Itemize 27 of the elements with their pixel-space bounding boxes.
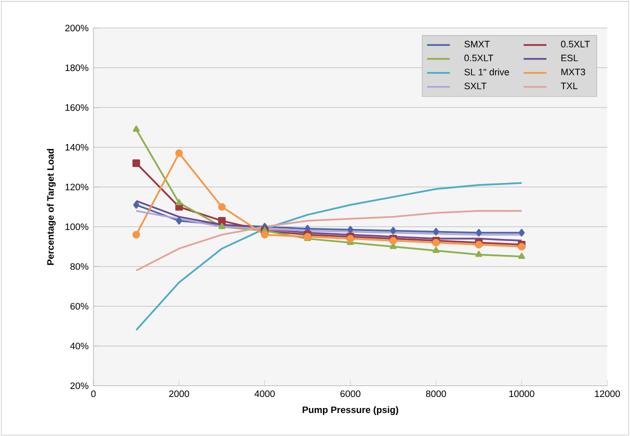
x-tick-label: 10000 bbox=[509, 390, 534, 397]
x-tick-label: 8000 bbox=[426, 390, 446, 397]
y-tick-label: 80% bbox=[70, 262, 88, 270]
y-tick-label: 120% bbox=[66, 183, 88, 190]
x-tick-label: 2000 bbox=[169, 390, 190, 397]
x-tick-label: 4000 bbox=[254, 390, 275, 397]
y-tick-label: 40% bbox=[70, 342, 88, 350]
legend-label: SXLT bbox=[464, 82, 487, 90]
y-tick-label: 200% bbox=[65, 24, 88, 32]
legend-label: MXT3 bbox=[561, 68, 586, 76]
y-tick-label: 160% bbox=[66, 104, 88, 111]
y-axis-title: Percentage of Target Load bbox=[46, 148, 56, 265]
x-axis-title: Pump Pressure (psig) bbox=[302, 406, 398, 415]
x-tick-label: 0 bbox=[91, 390, 96, 397]
legend-label: 0.5XLT bbox=[561, 40, 590, 48]
y-tick-label: 140% bbox=[66, 144, 88, 150]
legend-label: 0.5XLT bbox=[464, 54, 494, 62]
x-tick-label: 12000 bbox=[595, 390, 620, 397]
legend-label: SL 1" drive bbox=[464, 68, 510, 76]
x-tick-label: 6000 bbox=[340, 390, 360, 397]
legend-label: TXL bbox=[560, 82, 578, 89]
y-tick-label: 20% bbox=[70, 382, 88, 389]
y-tick-label: 100% bbox=[66, 223, 88, 230]
legend-label: SMXT bbox=[464, 40, 490, 48]
y-tick-label: 180% bbox=[66, 64, 88, 71]
legend-label: ESL bbox=[561, 54, 578, 62]
y-tick-label: 60% bbox=[70, 302, 88, 310]
